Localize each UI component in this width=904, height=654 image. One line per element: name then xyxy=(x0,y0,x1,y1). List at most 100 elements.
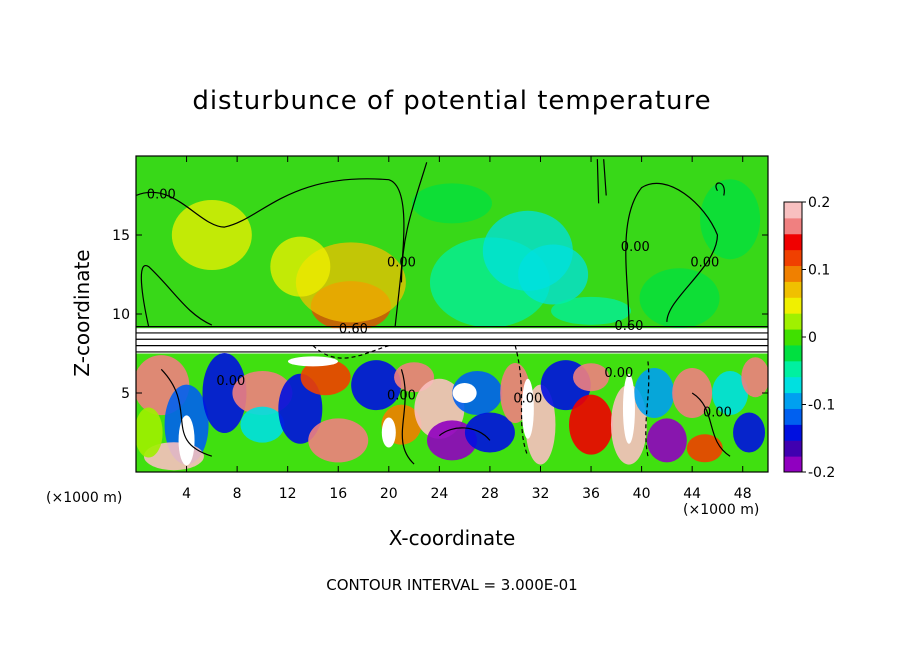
colorbar-tick-label: -0.1 xyxy=(808,398,835,414)
colorbar-swatch xyxy=(784,265,802,282)
contour-line xyxy=(312,345,389,359)
field-blob xyxy=(569,394,614,455)
contour-line xyxy=(140,264,213,327)
contour-line xyxy=(514,345,529,457)
contour-line xyxy=(400,369,415,465)
heatmap-field xyxy=(136,156,768,472)
colorbar-swatch xyxy=(784,217,802,235)
field-blob xyxy=(518,244,589,305)
colorbar: 0.2 0.1 0 -0.1 -0.2 xyxy=(783,195,835,481)
colorbar-swatch xyxy=(784,376,802,394)
contour-label: 0.00 xyxy=(690,256,719,271)
contour-label: 0.60 xyxy=(339,322,368,337)
contour-interval-note: CONTOUR INTERVAL = 3.000E-01 xyxy=(326,576,578,594)
contour-line xyxy=(400,162,428,283)
field-blob xyxy=(646,418,687,463)
field-blob xyxy=(551,296,632,325)
x-tick-label: 12 xyxy=(279,486,297,502)
y-tick-label: 5 xyxy=(121,386,130,402)
field-blob xyxy=(573,363,610,392)
field-blob xyxy=(686,434,723,463)
chart-title: disturbunce of potential temperature xyxy=(192,86,712,116)
contour-line xyxy=(715,182,725,196)
colorbar-swatch xyxy=(784,408,802,425)
field-core xyxy=(622,373,635,444)
contour-line xyxy=(625,182,719,326)
contour-line xyxy=(645,361,650,457)
field-blob xyxy=(464,412,515,453)
x-tick-label: 16 xyxy=(329,486,347,502)
colorbar-swatch xyxy=(784,360,802,378)
field-blob xyxy=(202,353,247,433)
field-blob xyxy=(639,268,720,329)
colorbar-tick-label: 0.2 xyxy=(808,195,830,211)
field-blob xyxy=(700,179,761,260)
colorbar-swatch xyxy=(784,313,802,330)
x-tick-label: 40 xyxy=(633,486,651,502)
y-axis-label: Z-coordinate xyxy=(70,249,94,377)
field-blob xyxy=(712,371,749,415)
contour-label: 0.00 xyxy=(604,366,633,381)
contour-label: 0.00 xyxy=(387,256,416,271)
y-tick-label: 10 xyxy=(112,307,130,323)
contour-label: 0.00 xyxy=(621,240,650,255)
field-blob xyxy=(427,420,477,461)
field-blob xyxy=(351,360,402,411)
colorbar-swatch xyxy=(784,202,802,219)
contour-line xyxy=(596,159,607,204)
contour-label: 0.00 xyxy=(387,388,416,403)
field-blob xyxy=(300,359,351,396)
x-tick-label: 24 xyxy=(430,486,448,502)
contour-label: 0.60 xyxy=(614,319,643,334)
contour-label: 0.00 xyxy=(513,391,542,406)
colorbar-swatch xyxy=(784,344,802,362)
contour-label: 0.00 xyxy=(147,188,176,203)
field-blob xyxy=(634,368,675,418)
field-core xyxy=(521,378,534,439)
contour-labels: 0.00 0.00 0.00 0.00 0.60 0.60 0.00 0.00 0.00 0.00… xyxy=(147,188,732,421)
field-core xyxy=(452,383,477,403)
colorbar-tick-label: 0 xyxy=(808,330,817,346)
field-blob xyxy=(452,371,503,415)
inversion-band xyxy=(136,328,768,354)
colorbar-swatch xyxy=(784,456,802,473)
field-blob xyxy=(412,183,492,224)
x-tick-label: 48 xyxy=(734,486,752,502)
field-core xyxy=(381,417,396,448)
x-tick-label: 4 xyxy=(182,486,191,502)
colorbar-swatch xyxy=(784,233,802,251)
x-tick-label: 28 xyxy=(481,486,499,502)
colorbar-tick-label: 0.1 xyxy=(808,263,830,279)
field-blob xyxy=(171,200,252,270)
contour-label: 0.00 xyxy=(216,374,245,389)
colorbar-swatch xyxy=(784,329,802,346)
y-tick-label: 15 xyxy=(112,228,130,244)
contour-line xyxy=(160,368,213,457)
contour-line xyxy=(438,427,491,441)
x-axis-label: X-coordinate xyxy=(388,526,516,550)
y-axis: 5 10 15 xyxy=(112,228,768,402)
x-tick-label: 44 xyxy=(683,486,701,502)
field-blob xyxy=(240,406,285,443)
contour-line xyxy=(136,178,405,327)
contour-line xyxy=(691,392,731,457)
colorbar-swatch xyxy=(784,424,802,441)
field-blob xyxy=(741,357,768,398)
x-unit-label-left: (×1000 m) xyxy=(46,490,123,506)
field-blob xyxy=(232,371,293,415)
colorbar-swatch xyxy=(784,297,802,314)
x-tick-label: 20 xyxy=(380,486,398,502)
x-tick-label: 8 xyxy=(233,486,242,502)
x-axis: 4 8 12 16 20 24 28 32 36 40 44 48 xyxy=(182,156,752,502)
colorbar-swatch xyxy=(784,281,802,298)
field-blob xyxy=(136,407,163,458)
field-blob xyxy=(733,412,766,453)
colorbar-tick-label: -0.2 xyxy=(808,465,835,481)
colorbar-swatch xyxy=(784,392,802,409)
colorbar-swatch xyxy=(784,440,802,457)
field-blob xyxy=(308,418,369,463)
field-core xyxy=(287,356,338,367)
x-tick-label: 36 xyxy=(582,486,600,502)
x-tick-label: 32 xyxy=(532,486,550,502)
